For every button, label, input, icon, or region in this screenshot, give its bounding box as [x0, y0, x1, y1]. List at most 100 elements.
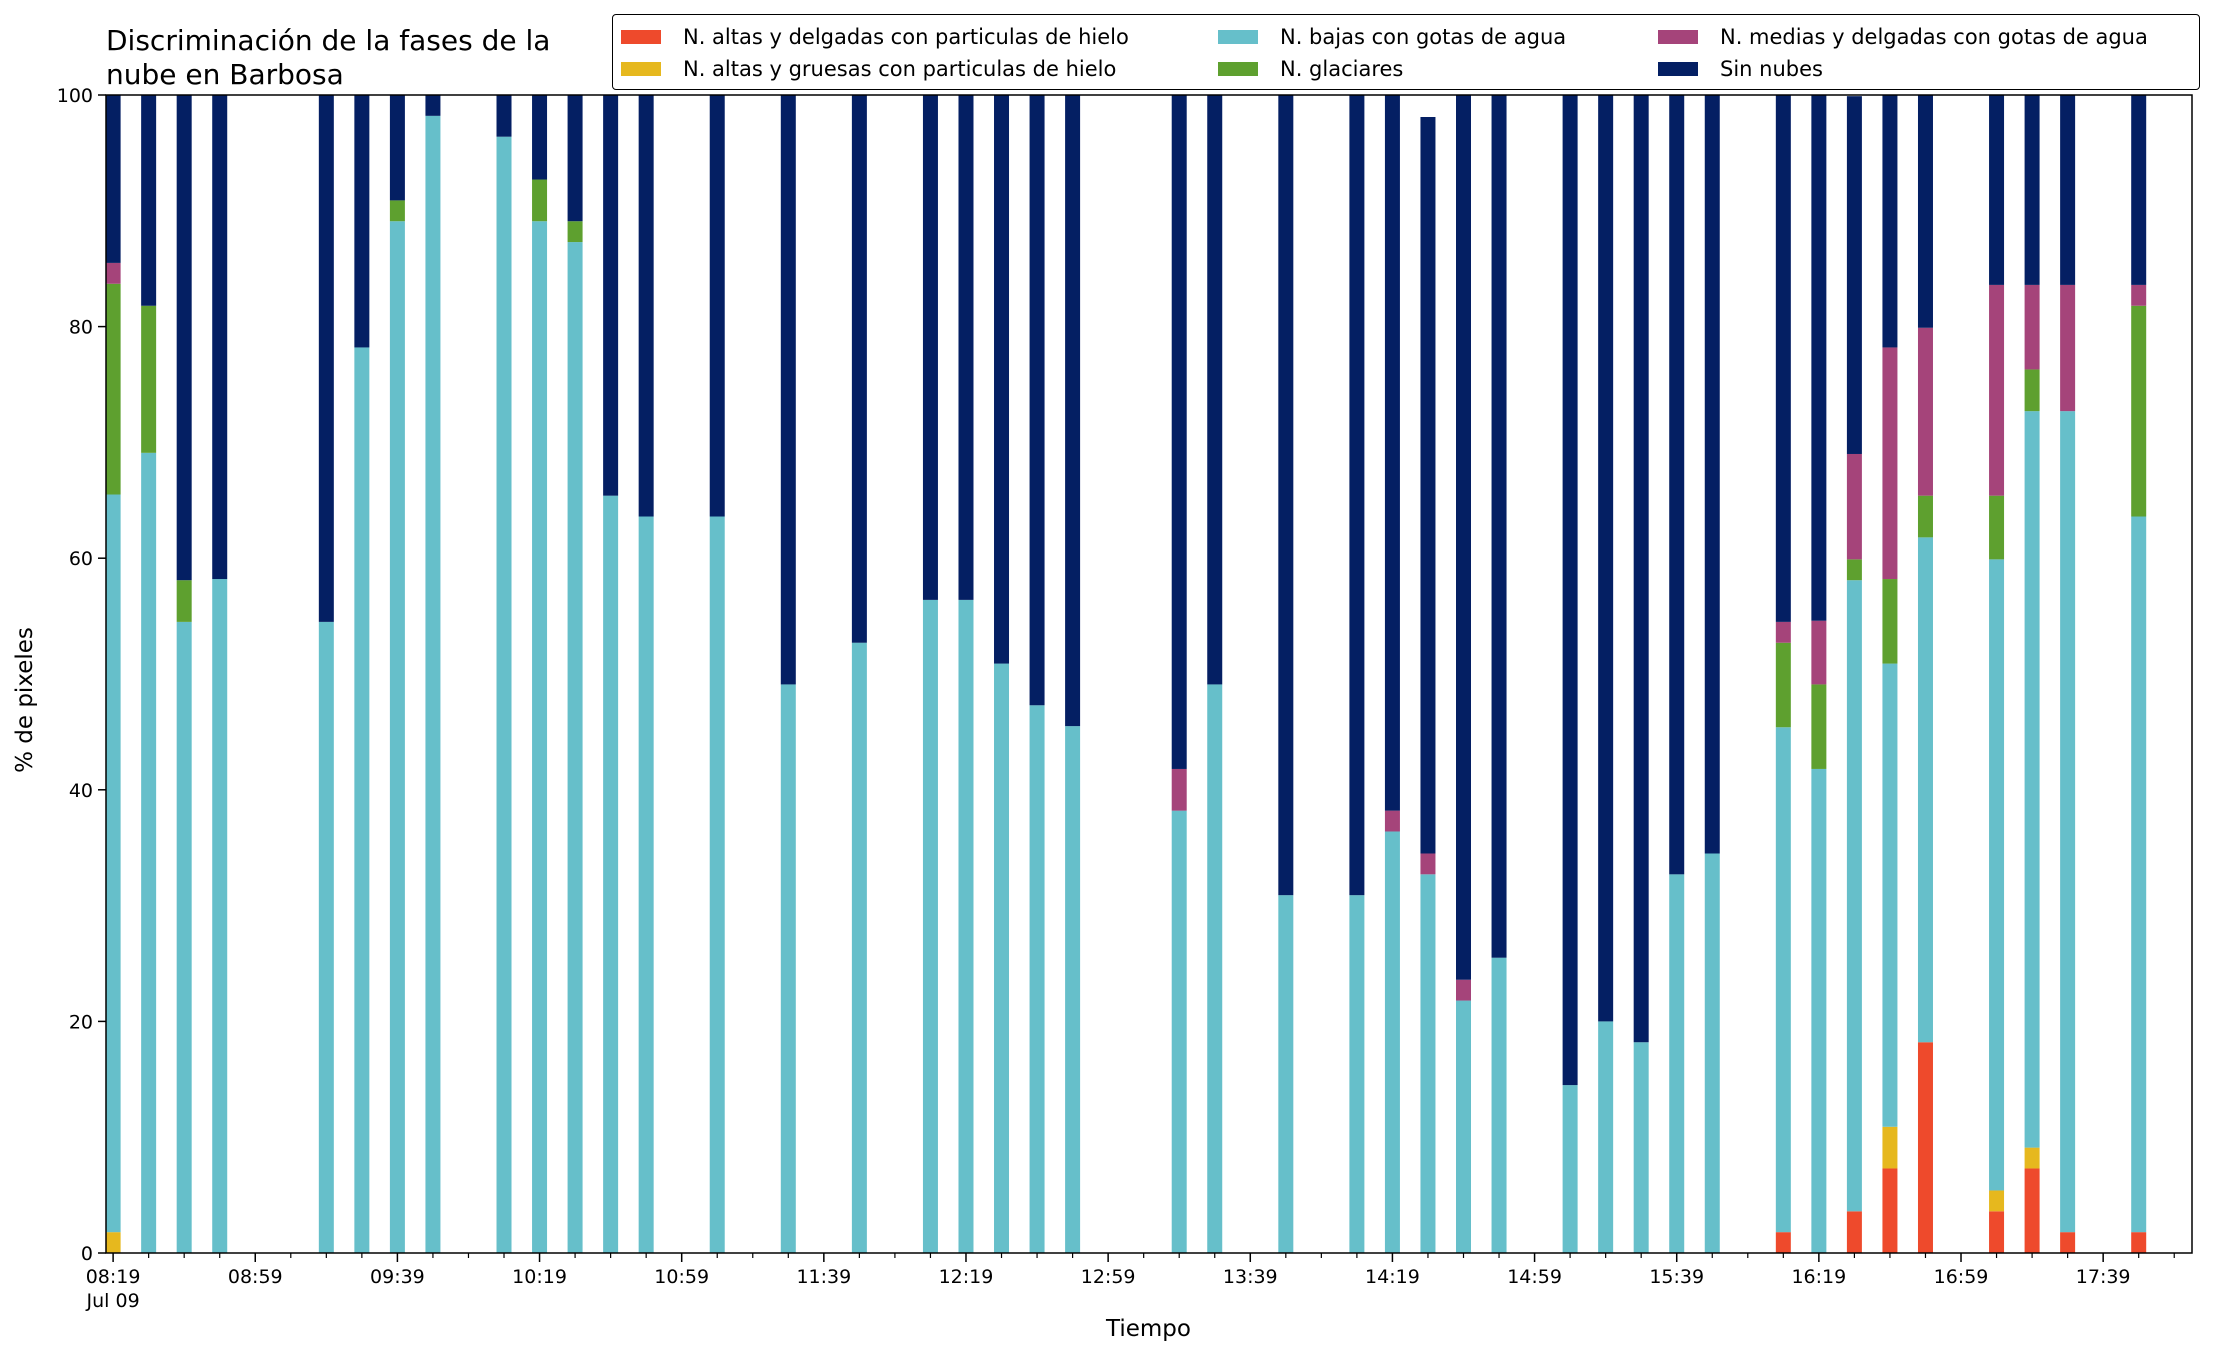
bar-altas_gruesas [1989, 1190, 2005, 1212]
x-tick-label: 08:59 [228, 1266, 283, 1288]
chart-title-line-1: Discriminación de la fases de la [106, 24, 551, 57]
bar-altas_gruesas [105, 1232, 121, 1253]
bar-altas_delgadas [1882, 1168, 1898, 1253]
bar-glaciares [567, 221, 583, 243]
bar-sin_nubes [1491, 95, 1507, 958]
chart-legend: N. altas y delgadas con particulas de hi… [612, 14, 2200, 90]
bar-bajas [1598, 1021, 1614, 1253]
bar-sin_nubes [1562, 95, 1578, 1086]
y-tick-label: 60 [69, 548, 93, 570]
legend-item-altas-gruesas: N. altas y gruesas con particulas de hie… [621, 54, 1116, 84]
bar-glaciares [105, 283, 121, 495]
y-tick-label: 40 [69, 780, 93, 802]
bar-bajas [638, 516, 654, 1253]
bar-altas_gruesas [1882, 1126, 1898, 1169]
bar-glaciares [176, 580, 192, 622]
bar-glaciares [532, 179, 548, 222]
bar-sin_nubes [1598, 95, 1614, 1022]
bar-medias [1811, 620, 1827, 685]
plot-frame [105, 94, 2193, 1254]
legend-label-altas-gruesas: N. altas y gruesas con particulas de hie… [683, 57, 1117, 81]
bar-bajas [1349, 895, 1365, 1253]
bar-glaciares [141, 305, 157, 453]
bar-bajas [1989, 559, 2005, 1191]
bar-bajas [922, 599, 938, 1253]
bar-bajas [1278, 895, 1294, 1253]
bar-sin_nubes [567, 95, 583, 222]
bar-altas_delgadas [2024, 1168, 2040, 1253]
y-tick-label: 20 [69, 1011, 93, 1033]
x-tick-label: 10:19 [512, 1266, 567, 1288]
bar-bajas [389, 221, 405, 1254]
bar-bajas [1633, 1042, 1649, 1253]
legend-swatch-altas-gruesas [621, 62, 661, 76]
bar-medias [1917, 327, 1933, 496]
bar-sin_nubes [1171, 95, 1187, 769]
bar-glaciares [2024, 369, 2040, 412]
bar-bajas [425, 115, 441, 1254]
bar-medias [1989, 284, 2005, 496]
bar-bajas [2060, 411, 2076, 1233]
x-tick-label: 14:59 [1507, 1266, 1562, 1288]
bar-altas_delgadas [1775, 1232, 1791, 1253]
bar-sin_nubes [1669, 95, 1685, 875]
bar-bajas [1882, 663, 1898, 1127]
bar-glaciares [1811, 684, 1827, 769]
bar-bajas [1562, 1085, 1578, 1253]
bar-medias [1882, 347, 1898, 580]
bar-sin_nubes [922, 95, 938, 600]
bar-glaciares [389, 200, 405, 222]
bars-layer [105, 95, 2147, 1254]
bar-bajas [1491, 957, 1507, 1253]
bar-sin_nubes [1846, 96, 1862, 454]
legend-swatch-altas-delgadas [621, 30, 661, 44]
bar-bajas [1420, 874, 1436, 1253]
bar-sin_nubes [709, 95, 725, 517]
legend-label-bajas: N. bajas con gotas de agua [1280, 25, 1567, 49]
bar-sin_nubes [1349, 95, 1365, 896]
legend-item-altas-delgadas: N. altas y delgadas con particulas de hi… [621, 22, 1129, 52]
bar-medias [2131, 284, 2147, 306]
bar-glaciares [1775, 642, 1791, 728]
x-tick-label: 12:19 [939, 1266, 994, 1288]
bar-medias [1775, 621, 1791, 643]
bar-glaciares [1989, 495, 2005, 560]
bar-sin_nubes [958, 95, 974, 600]
x-axis-label: Tiempo [1106, 1316, 1191, 1342]
x-tick-label: 16:19 [1791, 1266, 1846, 1288]
x-tick-label: 12:59 [1081, 1266, 1136, 1288]
bar-altas_delgadas [1846, 1211, 1862, 1253]
bar-sin_nubes [1882, 95, 1898, 348]
bar-medias [1384, 810, 1400, 832]
x-tick-label: 15:39 [1649, 1266, 1704, 1288]
bar-bajas [1207, 684, 1223, 1253]
bar-sin_nubes [1456, 95, 1471, 980]
bar-sin_nubes [1989, 95, 2005, 285]
x-tick-label: 10:59 [654, 1266, 709, 1288]
bar-bajas [212, 579, 228, 1253]
bar-bajas [2024, 411, 2040, 1148]
x-tick-label: 08:19 [86, 1266, 141, 1288]
bar-bajas [1846, 580, 1862, 1212]
bar-sin_nubes [2024, 95, 2040, 285]
bar-altas_gruesas [2024, 1147, 2040, 1169]
bar-sin_nubes [1917, 95, 1933, 328]
bar-bajas [1384, 831, 1400, 1253]
bar-sin_nubes [638, 95, 654, 517]
bar-bajas [1917, 537, 1933, 1043]
bar-sin_nubes [496, 95, 512, 137]
bar-sin_nubes [354, 95, 370, 348]
y-tick-label: 0 [81, 1243, 93, 1265]
bar-sin_nubes [1704, 95, 1720, 854]
bar-sin_nubes [532, 95, 548, 180]
bar-sin_nubes [389, 95, 405, 201]
bar-bajas [567, 242, 583, 1253]
x-tick-label: 09:39 [370, 1266, 425, 1288]
bar-bajas [354, 347, 370, 1253]
bar-bajas [105, 494, 121, 1233]
bar-sin_nubes [1207, 95, 1223, 685]
bar-bajas [496, 136, 512, 1254]
legend-label-altas-delgadas: N. altas y delgadas con particulas de hi… [683, 25, 1129, 49]
bar-sin_nubes [851, 95, 867, 643]
